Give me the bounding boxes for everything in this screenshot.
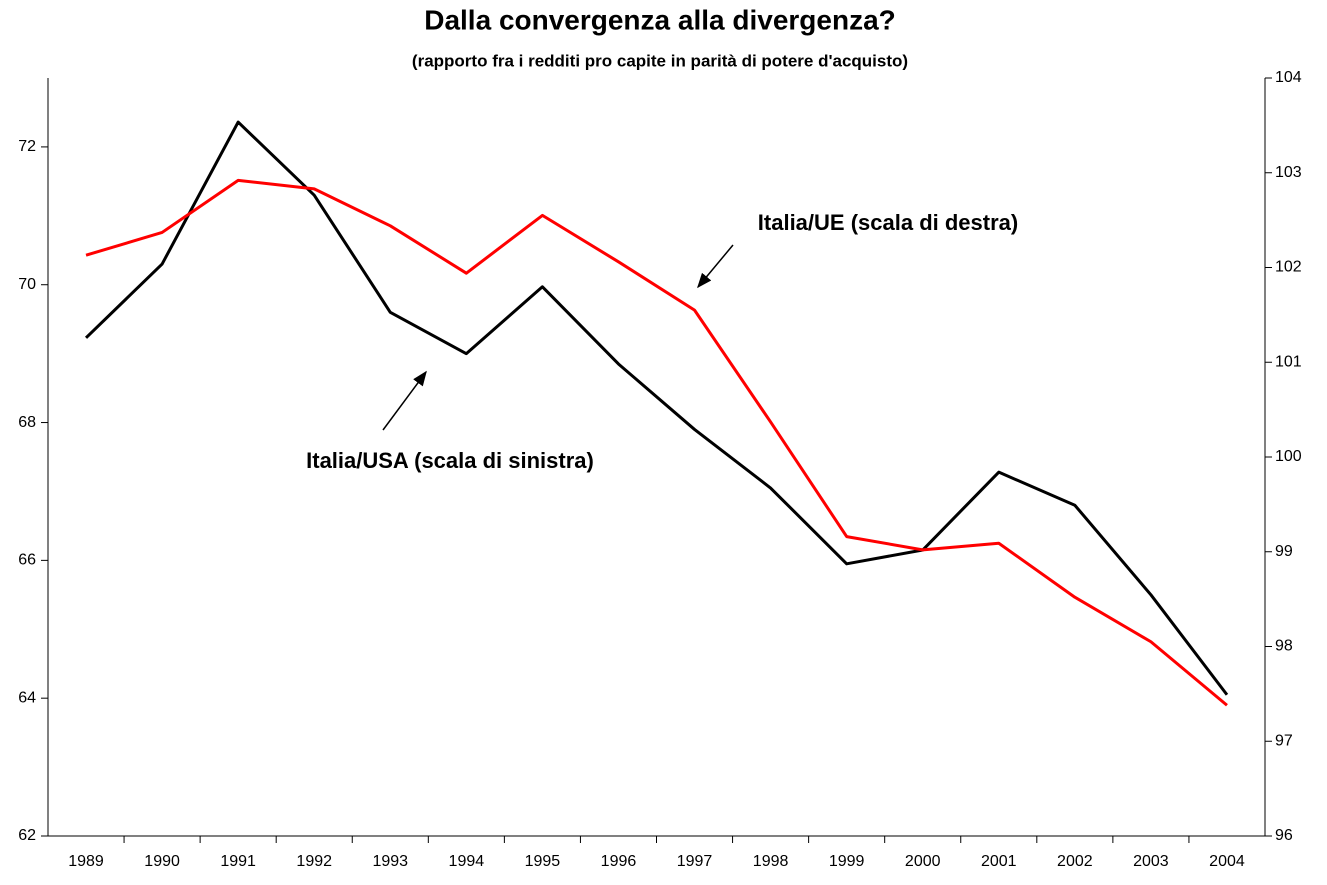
x-tick-label: 2001 [981, 853, 1017, 870]
annotation-arrow [697, 244, 734, 289]
x-tick-label: 2004 [1209, 853, 1245, 870]
series-line [84, 120, 1229, 696]
x-tick-label: 1990 [144, 853, 180, 870]
y2-tick-label: 97 [1275, 732, 1293, 749]
y2-tick-label: 104 [1275, 69, 1302, 86]
y2-tick-label: 98 [1275, 638, 1293, 655]
x-tick-label: 2002 [1057, 853, 1093, 870]
x-tick-label: 1997 [677, 853, 713, 870]
y-tick-label: 68 [18, 414, 36, 431]
y2-tick-label: 103 [1275, 164, 1302, 181]
x-tick-label: 1994 [449, 853, 485, 870]
y-tick-label: 64 [18, 689, 36, 706]
x-tick-label: 1991 [220, 853, 256, 870]
y-tick-label: 62 [18, 827, 36, 844]
series-line [85, 178, 1228, 707]
chart-title: Dalla convergenza alla divergenza? [424, 4, 896, 35]
series-annotation: Italia/UE (scala di destra) [758, 210, 1018, 235]
y2-tick-label: 96 [1275, 827, 1293, 844]
chart-subtitle: (rapporto fra i redditi pro capite in pa… [412, 51, 908, 70]
series-annotation: Italia/USA (scala di sinistra) [306, 448, 594, 473]
x-tick-label: 2000 [905, 853, 941, 870]
y-tick-label: 72 [18, 138, 36, 155]
y-tick-label: 66 [18, 552, 36, 569]
x-tick-label: 1992 [296, 853, 332, 870]
annotation-arrow [382, 370, 427, 431]
x-tick-label: 1998 [753, 853, 789, 870]
x-tick-label: 1995 [525, 853, 561, 870]
x-tick-label: 2003 [1133, 853, 1169, 870]
x-tick-label: 1999 [829, 853, 865, 870]
y2-tick-label: 100 [1275, 448, 1302, 465]
x-tick-label: 1989 [68, 853, 104, 870]
y-tick-label: 70 [18, 276, 36, 293]
x-tick-label: 1996 [601, 853, 637, 870]
y2-tick-label: 101 [1275, 353, 1302, 370]
x-tick-label: 1993 [372, 853, 408, 870]
y2-tick-label: 99 [1275, 543, 1293, 560]
y2-tick-label: 102 [1275, 259, 1302, 276]
